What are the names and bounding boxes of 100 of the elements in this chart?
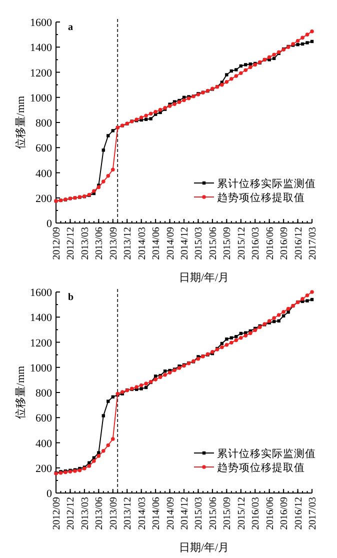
point xyxy=(154,378,158,382)
y-tick-label: 1600 xyxy=(30,287,52,299)
x-tick-label: 2013/06 xyxy=(94,497,106,530)
point xyxy=(111,129,114,132)
x-tick-label: 2014/03 xyxy=(136,497,148,530)
x-tick-label: 2016/06 xyxy=(264,497,276,530)
x-tick-label: 2014/12 xyxy=(180,497,190,530)
x-tick-label: 2015/09 xyxy=(222,227,234,260)
point xyxy=(106,400,110,403)
x-tick-label: 2014/06 xyxy=(151,497,162,530)
point xyxy=(300,36,304,40)
point xyxy=(140,387,143,390)
x-tick-label: 2017/03 xyxy=(308,227,318,260)
x-axis-title: 日期/年/月 xyxy=(178,542,230,554)
point xyxy=(244,68,248,72)
point xyxy=(139,383,144,388)
point xyxy=(310,290,314,294)
y-tick-label: 1400 xyxy=(30,42,52,54)
x-tick-label: 2015/06 xyxy=(208,497,219,530)
y-tick-label: 1200 xyxy=(30,337,52,350)
legend-label: 累计位移实际监测值 xyxy=(217,447,316,460)
y-tick-label: 400 xyxy=(36,438,52,450)
point xyxy=(106,174,110,178)
point xyxy=(230,77,234,81)
point xyxy=(234,338,238,342)
point xyxy=(248,65,252,70)
point xyxy=(272,316,276,320)
x-tick-label: 2013/12 xyxy=(122,227,134,260)
y-tick-label: 1600 xyxy=(30,17,52,29)
x-tick-label: 2016/12 xyxy=(293,227,304,260)
legend-label: 趋势项位移提取值 xyxy=(217,461,305,474)
point xyxy=(230,340,234,345)
x-tick-label: 2016/09 xyxy=(279,497,290,530)
x-tick-label: 2015/06 xyxy=(208,227,219,260)
point xyxy=(286,306,290,311)
point xyxy=(310,30,314,34)
point xyxy=(306,299,309,302)
x-tick-label: 2014/03 xyxy=(136,227,148,260)
x-tick-label: 2013/03 xyxy=(80,497,91,530)
x-tick-label: 2013/09 xyxy=(108,497,120,530)
x-tick-label: 2014/09 xyxy=(165,227,176,260)
point xyxy=(220,345,224,350)
x-axis-title: 日期/年/月 xyxy=(178,272,230,284)
point xyxy=(172,102,176,106)
point xyxy=(96,454,101,458)
y-axis-title: 位移量/mm xyxy=(15,365,27,420)
point xyxy=(225,338,228,341)
point xyxy=(134,385,138,389)
point xyxy=(106,443,110,448)
y-tick-label: 600 xyxy=(36,412,52,425)
x-tick-label: 2015/12 xyxy=(236,227,248,260)
point xyxy=(305,32,310,36)
point xyxy=(149,117,152,120)
point xyxy=(305,293,310,298)
point xyxy=(168,370,172,375)
x-tick-label: 2014/09 xyxy=(165,497,176,530)
point xyxy=(110,168,115,172)
y-tick-label: 200 xyxy=(36,462,52,475)
y-axis-title: 位移量/mm xyxy=(15,95,27,150)
point xyxy=(224,80,229,84)
y-tick-label: 600 xyxy=(36,142,52,155)
point xyxy=(110,437,115,441)
point xyxy=(296,38,300,43)
y-tick-label: 1000 xyxy=(30,92,52,104)
point xyxy=(182,98,186,102)
point xyxy=(276,313,281,317)
point xyxy=(238,336,243,340)
point xyxy=(248,331,252,336)
y-tick-label: 800 xyxy=(36,118,52,130)
point xyxy=(144,382,148,386)
point xyxy=(92,459,96,463)
y-tick-label: 200 xyxy=(36,192,52,205)
point xyxy=(224,342,229,347)
x-tick-label: 2017/03 xyxy=(308,497,318,530)
point xyxy=(220,82,224,87)
x-tick-label: 2012/12 xyxy=(66,497,77,530)
x-tick-label: 2014/12 xyxy=(180,227,190,260)
x-tick-label: 2014/06 xyxy=(151,227,162,260)
x-tick-label: 2015/12 xyxy=(236,497,248,530)
point xyxy=(102,180,106,184)
y-tick-label: 1000 xyxy=(30,362,52,374)
x-tick-label: 2013/06 xyxy=(94,227,106,260)
x-tick-label: 2016/12 xyxy=(293,497,304,530)
point xyxy=(102,449,106,453)
x-tick-label: 2016/06 xyxy=(264,227,276,260)
point xyxy=(196,356,200,361)
point xyxy=(267,55,272,60)
legend-label: 累计位移实际监测值 xyxy=(217,177,316,190)
x-tick-label: 2012/12 xyxy=(66,227,77,260)
point xyxy=(234,68,238,72)
point xyxy=(148,112,153,116)
point xyxy=(286,310,290,314)
point xyxy=(277,319,280,322)
point xyxy=(139,116,144,120)
x-tick-label: 2012/09 xyxy=(52,227,62,260)
point xyxy=(306,41,309,44)
point xyxy=(296,43,300,46)
point xyxy=(154,374,158,378)
x-tick-label: 2015/03 xyxy=(194,497,205,530)
y-tick-label: 0 xyxy=(46,218,52,230)
